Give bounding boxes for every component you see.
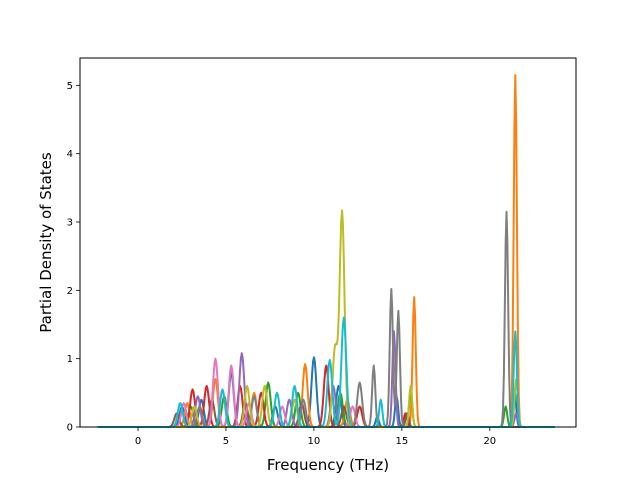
plot-frame — [79, 57, 577, 428]
x-tick-label: 15 — [396, 436, 409, 447]
pdos-series-line-10 — [97, 316, 556, 428]
y-tick-label: 1 — [67, 354, 73, 365]
y-tick-label: 2 — [67, 286, 73, 297]
ticks-layer: 0 5 10 15 20 0 1 2 3 4 5 — [67, 81, 497, 447]
y-axis-label: Partial Density of States — [37, 152, 55, 333]
y-tick-label: 4 — [67, 149, 73, 160]
x-tick-label: 5 — [223, 436, 229, 447]
x-tick-label: 10 — [308, 436, 321, 447]
x-tick-label: 20 — [483, 436, 496, 447]
y-tick-label: 3 — [67, 218, 73, 229]
x-axis-label: Frequency (THz) — [267, 456, 389, 474]
pdos-series-line-2 — [97, 74, 556, 428]
y-tick-label: 0 — [67, 423, 73, 434]
y-tick-label: 5 — [67, 81, 73, 92]
series-layer — [97, 74, 556, 428]
x-tick-label: 0 — [135, 436, 141, 447]
